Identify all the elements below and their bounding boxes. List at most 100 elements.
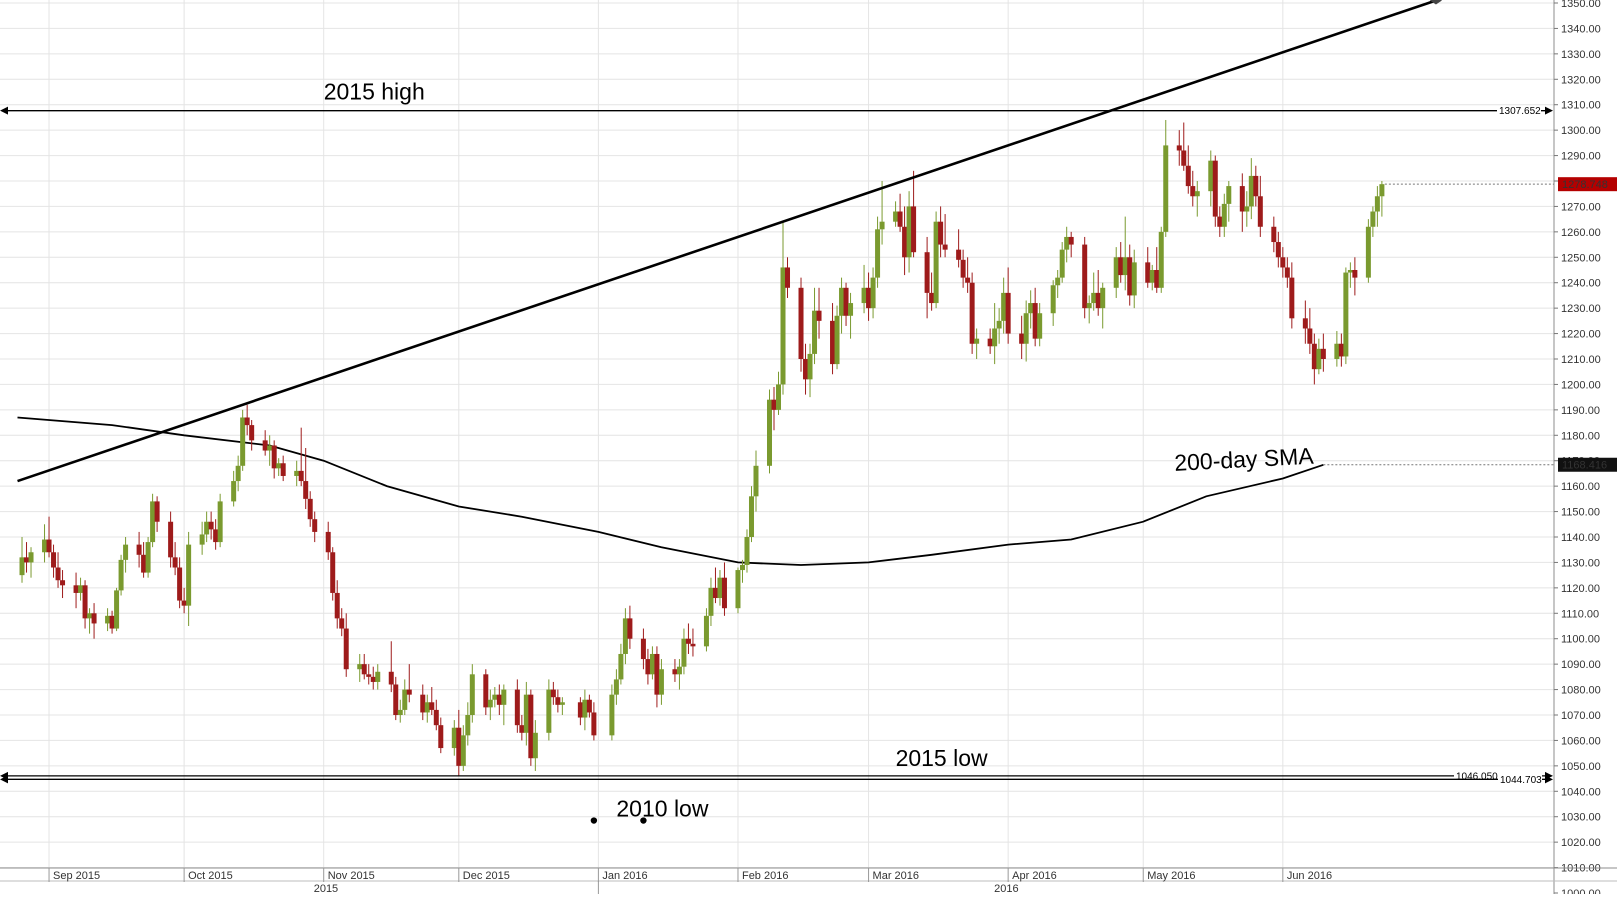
candle-body bbox=[42, 539, 48, 553]
candle-body bbox=[235, 465, 241, 482]
candle bbox=[325, 521, 331, 560]
candle bbox=[145, 537, 151, 578]
candle bbox=[514, 679, 520, 733]
candle bbox=[902, 206, 908, 276]
candle-body bbox=[181, 600, 187, 606]
current-price-label: 1278.748 bbox=[1562, 179, 1608, 191]
candle bbox=[150, 493, 156, 548]
candle-body bbox=[956, 249, 962, 260]
candle-body bbox=[843, 287, 849, 316]
candle bbox=[366, 664, 372, 685]
candle bbox=[240, 409, 246, 471]
annotation-text: 2010 low bbox=[616, 796, 708, 822]
candle bbox=[114, 587, 120, 632]
candle-body bbox=[582, 699, 588, 718]
candle bbox=[1032, 287, 1038, 347]
candle-body bbox=[172, 557, 178, 568]
candle-body bbox=[262, 440, 268, 451]
candle bbox=[123, 537, 129, 573]
candle-body bbox=[906, 206, 912, 258]
price-axis[interactable]: 1000.00 1010.00 1020.00 1030.00 1040.00 1050.… bbox=[1554, 0, 1601, 899]
candle-body bbox=[343, 628, 349, 670]
candle-body bbox=[1334, 343, 1340, 359]
candle bbox=[875, 216, 881, 288]
candle-body bbox=[960, 259, 966, 278]
y-tick-label: 1070.00 bbox=[1561, 710, 1601, 722]
candle-body bbox=[145, 542, 151, 573]
y-tick-label: 1000.00 bbox=[1561, 888, 1601, 894]
candle-body bbox=[501, 689, 507, 705]
candle-body bbox=[519, 725, 525, 733]
candle-body bbox=[1032, 303, 1038, 339]
candle-body bbox=[1158, 231, 1164, 288]
candle bbox=[276, 458, 282, 476]
candle-body bbox=[51, 552, 57, 568]
candle-body bbox=[965, 277, 971, 283]
candle-body bbox=[1212, 160, 1218, 217]
candle bbox=[753, 450, 759, 512]
candle bbox=[172, 542, 178, 576]
candle-body bbox=[546, 689, 552, 733]
candle bbox=[1347, 262, 1353, 288]
candle-body bbox=[465, 715, 471, 736]
candle-body bbox=[1275, 242, 1281, 258]
x-tick-label: Apr 2016 bbox=[1012, 870, 1057, 882]
candle bbox=[1253, 165, 1259, 207]
candle-body bbox=[1127, 257, 1133, 296]
candle bbox=[487, 689, 493, 721]
candle-body bbox=[397, 709, 403, 715]
candle-body bbox=[1217, 216, 1223, 227]
candle-body bbox=[1347, 270, 1353, 273]
candle bbox=[987, 328, 993, 354]
candle-body bbox=[1091, 292, 1097, 304]
candle bbox=[1086, 295, 1092, 324]
candle bbox=[658, 659, 664, 705]
low-marker-dot bbox=[590, 817, 598, 824]
candle-body bbox=[1100, 287, 1106, 309]
candle-body bbox=[1050, 285, 1056, 314]
candle-body bbox=[1181, 150, 1187, 166]
candle bbox=[654, 646, 660, 708]
candle bbox=[91, 603, 97, 639]
candle bbox=[1257, 175, 1263, 237]
candle bbox=[1145, 247, 1151, 288]
candle bbox=[1338, 333, 1344, 367]
candle bbox=[1037, 303, 1043, 347]
candle-body bbox=[114, 590, 120, 629]
candle bbox=[960, 249, 966, 288]
candle-body bbox=[785, 267, 791, 288]
candle bbox=[1302, 300, 1308, 344]
annotation-text: 2015 low bbox=[896, 745, 988, 771]
y-tick-label: 1330.00 bbox=[1561, 49, 1601, 61]
candle bbox=[627, 605, 633, 649]
candle-body bbox=[208, 521, 214, 530]
candle-body bbox=[298, 470, 304, 482]
candle-body bbox=[834, 315, 840, 365]
candle-body bbox=[483, 674, 489, 708]
candle-body bbox=[798, 287, 804, 359]
candle-body bbox=[586, 699, 592, 713]
y-tick-label: 1210.00 bbox=[1561, 354, 1601, 366]
candle bbox=[1118, 242, 1124, 283]
candle-body bbox=[807, 353, 813, 380]
time-axis[interactable]: Sep 2015 Oct 2015 Nov 2015 Dec 2015 Jan 2016… bbox=[48, 868, 1332, 895]
candle bbox=[1320, 333, 1326, 372]
candle-body bbox=[388, 671, 394, 685]
candle bbox=[1370, 206, 1376, 237]
level-value-label: 1044.703 bbox=[1500, 775, 1542, 786]
candle-body bbox=[1154, 270, 1160, 288]
y-tick-label: 1010.00 bbox=[1561, 863, 1601, 875]
candle-body bbox=[118, 559, 124, 591]
candle-body bbox=[654, 653, 660, 695]
candle bbox=[929, 272, 935, 311]
candle-body bbox=[1316, 348, 1322, 370]
candle bbox=[1275, 231, 1281, 268]
y-tick-label: 1030.00 bbox=[1561, 812, 1601, 824]
candle bbox=[577, 697, 583, 726]
candle-body bbox=[1302, 318, 1308, 329]
candle-body bbox=[938, 221, 944, 245]
candle-body bbox=[1185, 165, 1191, 187]
candles-layer bbox=[19, 119, 1385, 777]
candle bbox=[393, 676, 399, 721]
candle-body bbox=[613, 679, 619, 695]
